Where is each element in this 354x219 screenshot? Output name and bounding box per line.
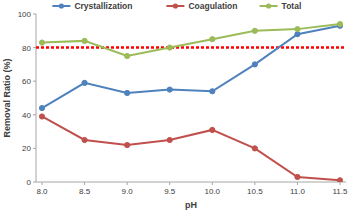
- legend-label: Total: [282, 1, 302, 11]
- x-tick: [84, 182, 85, 185]
- series-marker: [82, 80, 87, 85]
- series-marker: [337, 21, 342, 26]
- y-tick: [33, 81, 36, 82]
- reference-line: [36, 46, 346, 49]
- series-line: [42, 26, 340, 108]
- y-tick-label: 100: [18, 10, 32, 19]
- x-axis-label: pH: [185, 200, 197, 210]
- x-tick: [212, 182, 213, 185]
- chart: 0 20 40 60 80 100 8.0 8.5 9.0 9.5 10.0 10.5 11.0 11.5…: [0, 0, 354, 219]
- y-tick-label: 20: [22, 144, 31, 153]
- series-marker: [210, 37, 215, 42]
- y-axis-label: Removal Ratio (%): [2, 58, 12, 137]
- x-tick-label: 9.0: [122, 187, 134, 196]
- series-marker: [295, 32, 300, 37]
- series-marker: [252, 62, 257, 67]
- series-marker: [337, 178, 342, 182]
- y-tick: [33, 47, 36, 48]
- series-marker: [252, 146, 257, 151]
- x-tick-label: 11.5: [333, 187, 349, 196]
- legend-label: Crystallization: [74, 1, 132, 11]
- series-marker: [39, 105, 44, 110]
- series-marker: [82, 137, 87, 142]
- series-line: [42, 24, 340, 56]
- legend-marker: [59, 3, 64, 8]
- y-tick-label: 60: [22, 77, 31, 86]
- series-line: [42, 116, 340, 180]
- y-tick-label: 80: [22, 44, 31, 53]
- series-marker: [125, 90, 130, 95]
- y-tick: [33, 14, 36, 15]
- x-tick-label: 9.5: [164, 187, 176, 196]
- plot-area: [36, 21, 346, 182]
- series-marker: [167, 45, 172, 50]
- y-tick: [33, 114, 36, 115]
- series-marker: [167, 137, 172, 142]
- x-tick: [340, 182, 341, 185]
- series-marker: [210, 89, 215, 94]
- y-tick-label: 40: [22, 111, 31, 120]
- x-tick-label: 8.5: [79, 187, 91, 196]
- x-tick-label: 10.0: [204, 187, 220, 196]
- x-tick-label: 11.0: [290, 187, 306, 196]
- series-marker: [82, 38, 87, 43]
- series-marker: [125, 142, 130, 147]
- x-tick-label: 8.0: [36, 187, 48, 196]
- x-axis: [36, 182, 346, 183]
- series-marker: [210, 127, 215, 132]
- x-tick: [42, 182, 43, 185]
- legend-label: Coagulation: [188, 1, 237, 11]
- y-tick: [33, 148, 36, 149]
- series-marker: [295, 27, 300, 32]
- x-tick: [254, 182, 255, 185]
- series-marker: [39, 114, 44, 119]
- legend-marker: [173, 3, 178, 8]
- y-tick-label: 0: [27, 178, 32, 187]
- legend-marker: [266, 3, 271, 8]
- series-marker: [295, 174, 300, 179]
- x-tick-label: 10.5: [247, 187, 263, 196]
- legend: Crystallization Coagulation Total: [52, 1, 301, 11]
- y-tick: [33, 182, 36, 183]
- x-tick: [127, 182, 128, 185]
- series-marker: [125, 53, 130, 58]
- series-marker: [252, 28, 257, 33]
- x-tick: [169, 182, 170, 185]
- x-tick: [297, 182, 298, 185]
- y-axis: [36, 14, 37, 182]
- series-marker: [39, 40, 44, 45]
- series-marker: [167, 87, 172, 92]
